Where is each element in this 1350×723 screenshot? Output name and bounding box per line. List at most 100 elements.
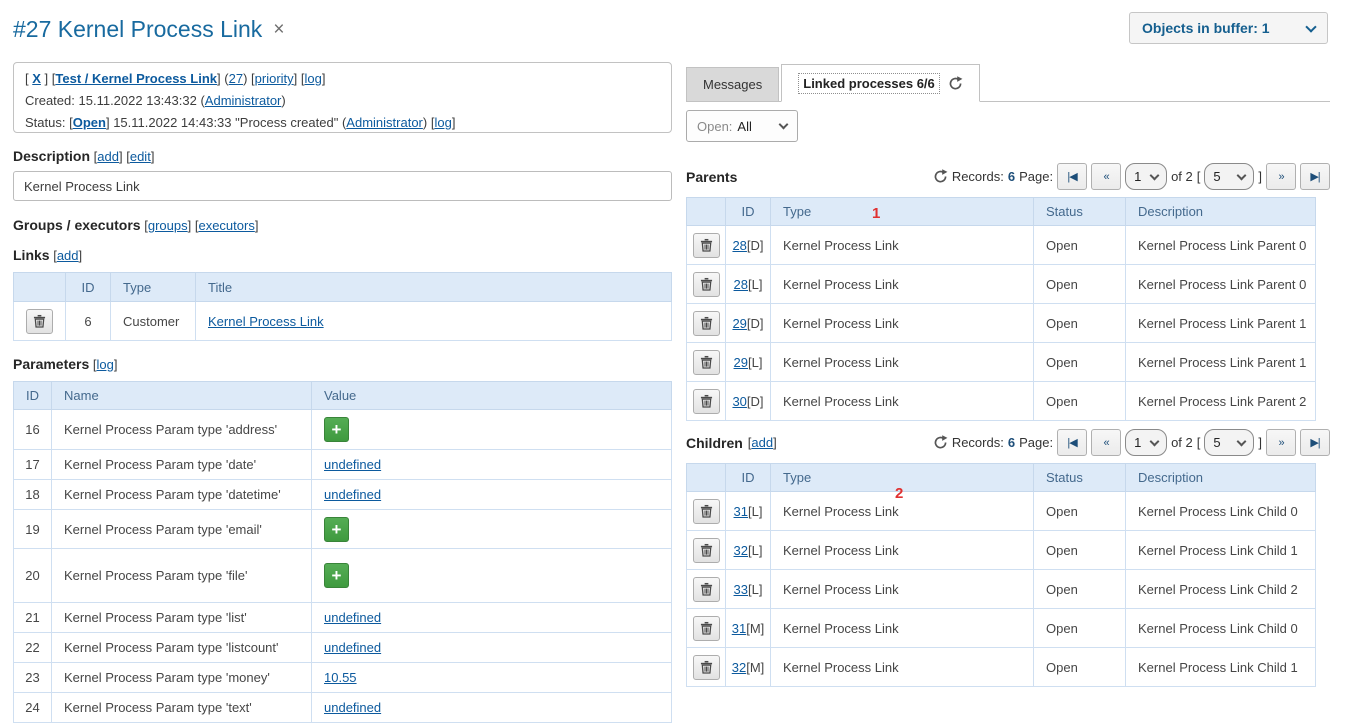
delete-parent-button[interactable] — [692, 349, 720, 375]
refresh-icon[interactable] — [933, 435, 948, 450]
next-page-button[interactable]: » — [1266, 429, 1296, 456]
tab-messages[interactable]: Messages — [686, 67, 780, 101]
child-id-link[interactable]: 33 — [733, 581, 748, 597]
status-user-link[interactable]: Administrator — [346, 115, 423, 130]
delete-parent-button[interactable] — [692, 271, 720, 297]
parameters-table: ID Name Value 16 Kernel Process Param ty… — [13, 381, 672, 723]
executors-link[interactable]: executors — [198, 218, 255, 233]
priority-link[interactable]: priority — [254, 71, 294, 86]
first-page-button[interactable]: |◀ — [1057, 429, 1088, 456]
close-process-link[interactable]: X — [32, 71, 41, 86]
plus-icon: + — [331, 519, 342, 539]
page-number-select[interactable]: 1 — [1125, 163, 1168, 190]
parents-col-actions — [686, 197, 726, 226]
link-title-link[interactable]: Kernel Process Link — [208, 313, 324, 329]
delete-child-button[interactable] — [692, 654, 720, 680]
first-page-button[interactable]: |◀ — [1057, 163, 1088, 190]
param-value-link[interactable]: undefined — [324, 487, 382, 502]
children-add-link[interactable]: add — [751, 435, 774, 450]
child-description: Kernel Process Link Child 1 — [1125, 530, 1316, 570]
trash-icon — [700, 394, 713, 408]
parent-id-link[interactable]: 30 — [732, 393, 747, 409]
delete-child-button[interactable] — [692, 498, 720, 524]
open-filter-select[interactable]: Open: All — [686, 110, 798, 142]
tab-linked-processes[interactable]: Linked processes 6/6 — [781, 64, 980, 102]
param-value-link[interactable]: 10.55 — [324, 670, 357, 685]
parent-status: Open — [1033, 264, 1126, 304]
groups-link[interactable]: groups — [147, 218, 188, 233]
table-row: 33[L] Kernel Process Link Open Kernel Pr… — [686, 569, 1316, 609]
trash-icon — [33, 314, 46, 328]
child-id-tag: [L] — [748, 581, 763, 597]
child-id-link[interactable]: 32 — [731, 659, 747, 675]
links-add-link[interactable]: add — [56, 248, 79, 263]
created-user-link[interactable]: Administrator — [204, 93, 282, 108]
chevron-down-icon — [1236, 436, 1247, 446]
parent-id-link[interactable]: 29 — [732, 315, 747, 331]
param-value-link[interactable]: undefined — [324, 610, 382, 625]
link-id: 6 — [65, 301, 111, 341]
annotation-marker-1: 1 — [872, 205, 881, 222]
page-of-label: of 2 — [1171, 169, 1193, 184]
table-row: 29[D] Kernel Process Link Open Kernel Pr… — [686, 303, 1316, 343]
parent-id-link[interactable]: 28 — [732, 237, 747, 253]
param-id: 16 — [13, 409, 52, 450]
description-edit-link[interactable]: edit — [129, 149, 151, 164]
delete-child-button[interactable] — [692, 615, 720, 641]
child-id-link[interactable]: 31 — [731, 620, 747, 636]
refresh-icon[interactable] — [933, 169, 948, 184]
description-add-link[interactable]: add — [97, 149, 119, 164]
parent-id-link[interactable]: 29 — [733, 354, 748, 370]
prev-page-button[interactable]: « — [1091, 429, 1122, 456]
info-line-status: Status: Open 15.11.2022 14:43:33 "Proces… — [25, 112, 660, 134]
parent-id-tag: [D] — [746, 237, 764, 253]
page-number-select[interactable]: 1 — [1125, 429, 1168, 456]
delete-parent-button[interactable] — [692, 388, 720, 414]
next-page-button[interactable]: » — [1266, 163, 1296, 190]
children-header: Children add Records: 6 Page: |◀ « 1 of … — [686, 429, 1330, 456]
page-size-select[interactable]: 5 — [1204, 429, 1255, 456]
groups-heading: Groups / executors groups executors — [13, 217, 672, 233]
last-page-button[interactable]: ▶| — [1300, 429, 1330, 456]
close-icon[interactable]: × — [273, 18, 285, 40]
objects-in-buffer-button[interactable]: Objects in buffer: 1 — [1129, 12, 1328, 44]
status-label: Status: — [25, 115, 66, 130]
delete-link-button[interactable] — [26, 308, 53, 334]
parameters-log-link[interactable]: log — [96, 357, 114, 372]
parent-description: Kernel Process Link Parent 1 — [1125, 303, 1316, 343]
delete-parent-button[interactable] — [692, 232, 720, 258]
add-param-value-button[interactable]: + — [324, 563, 349, 588]
child-id-link[interactable]: 31 — [733, 503, 748, 519]
table-row: 28[D] Kernel Process Link Open Kernel Pr… — [686, 225, 1316, 265]
delete-parent-button[interactable] — [692, 310, 720, 336]
refresh-icon[interactable] — [948, 76, 963, 91]
param-value-link[interactable]: undefined — [324, 640, 382, 655]
page-label: Page: — [1019, 169, 1054, 184]
parent-id-link[interactable]: 28 — [733, 276, 748, 292]
page-of-label: of 2 — [1171, 435, 1193, 450]
description-input[interactable] — [13, 171, 672, 201]
child-id-link[interactable]: 32 — [733, 542, 748, 558]
page-label: Page: — [1019, 435, 1054, 450]
page-size-select[interactable]: 5 — [1204, 163, 1255, 190]
tab-messages-label: Messages — [703, 77, 763, 92]
param-value-link[interactable]: undefined — [324, 700, 382, 715]
records-count: 6 — [1007, 169, 1016, 184]
status-log-link[interactable]: log — [434, 115, 452, 130]
prev-page-button[interactable]: « — [1091, 163, 1122, 190]
add-param-value-button[interactable]: + — [324, 417, 349, 442]
created-datetime: 15.11.2022 13:43:32 — [78, 93, 197, 108]
process-id-link[interactable]: 27 — [228, 71, 244, 86]
status-open-link[interactable]: Open — [72, 115, 106, 130]
process-path-link[interactable]: Test / Kernel Process Link — [55, 71, 217, 86]
param-id: 20 — [13, 548, 52, 603]
log-link[interactable]: log — [304, 71, 322, 86]
param-value-link[interactable]: undefined — [324, 457, 382, 472]
delete-child-button[interactable] — [692, 576, 720, 602]
parents-title: Parents — [686, 168, 738, 185]
process-info-box: X Test / Kernel Process Link 27 priority… — [13, 62, 672, 133]
last-page-button[interactable]: ▶| — [1300, 163, 1330, 190]
add-param-value-button[interactable]: + — [324, 516, 349, 542]
table-row: 17 Kernel Process Param type 'date' unde… — [13, 449, 672, 480]
delete-child-button[interactable] — [692, 537, 720, 563]
